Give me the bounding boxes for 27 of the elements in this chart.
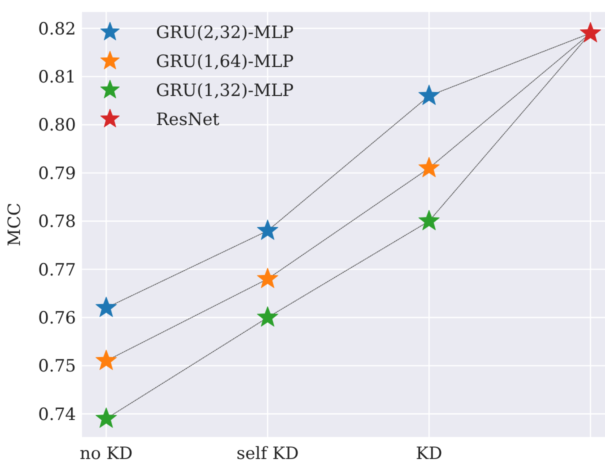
y-tick-label: 0.79 — [38, 164, 76, 184]
point — [580, 22, 602, 42]
x-tick-label: no KD — [80, 444, 133, 464]
x-tick-label: KD — [416, 444, 442, 464]
y-tick-label: 0.78 — [38, 212, 76, 232]
point — [418, 156, 440, 178]
point — [418, 84, 440, 105]
point — [96, 296, 117, 318]
point — [256, 220, 278, 240]
y-tick-label: 0.75 — [38, 356, 76, 377]
legend-label: GRU(1,64)-MLP — [156, 52, 294, 72]
point — [96, 350, 117, 370]
x-tick-label: self KD — [236, 444, 299, 464]
point — [96, 407, 117, 428]
y-axis-title: MCC — [5, 202, 25, 246]
y-tick-label: 0.80 — [38, 116, 76, 136]
legend-label: GRU(1,32)-MLP — [156, 80, 294, 101]
point — [418, 210, 440, 230]
point — [256, 268, 278, 288]
legend-label: GRU(2,32)-MLP — [156, 22, 294, 43]
y-tick-label: 0.81 — [38, 68, 76, 88]
point — [256, 306, 278, 327]
y-tick-label: 0.82 — [38, 19, 76, 40]
y-tick-label: 0.77 — [38, 260, 76, 280]
y-tick-label: 0.76 — [38, 308, 76, 328]
legend-label: ResNet — [156, 110, 220, 130]
y-tick-label: 0.74 — [38, 404, 76, 425]
